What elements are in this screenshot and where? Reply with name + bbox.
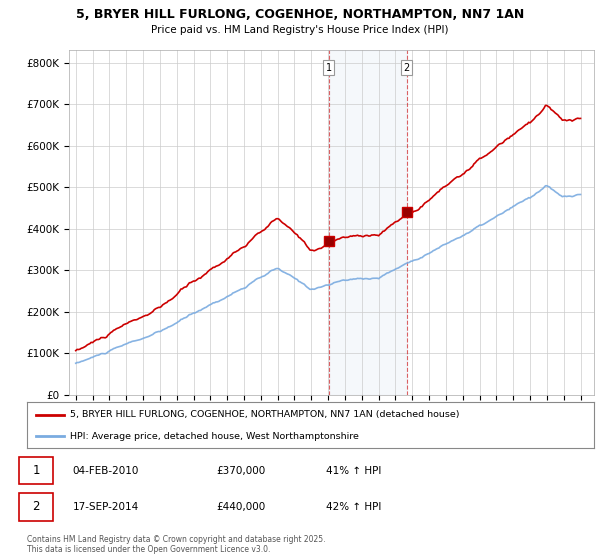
FancyBboxPatch shape bbox=[19, 457, 53, 484]
Text: HPI: Average price, detached house, West Northamptonshire: HPI: Average price, detached house, West… bbox=[70, 432, 358, 441]
Text: 5, BRYER HILL FURLONG, COGENHOE, NORTHAMPTON, NN7 1AN: 5, BRYER HILL FURLONG, COGENHOE, NORTHAM… bbox=[76, 8, 524, 21]
Text: 41% ↑ HPI: 41% ↑ HPI bbox=[326, 465, 381, 475]
Text: 5, BRYER HILL FURLONG, COGENHOE, NORTHAMPTON, NN7 1AN (detached house): 5, BRYER HILL FURLONG, COGENHOE, NORTHAM… bbox=[70, 410, 459, 419]
Bar bbox=[329, 50, 407, 395]
Text: 04-FEB-2010: 04-FEB-2010 bbox=[73, 465, 139, 475]
FancyBboxPatch shape bbox=[19, 493, 53, 520]
Text: Price paid vs. HM Land Registry's House Price Index (HPI): Price paid vs. HM Land Registry's House … bbox=[151, 25, 449, 35]
Text: 1: 1 bbox=[326, 63, 332, 73]
Text: 1: 1 bbox=[32, 464, 40, 477]
Text: 17-SEP-2014: 17-SEP-2014 bbox=[73, 502, 139, 512]
Text: 42% ↑ HPI: 42% ↑ HPI bbox=[326, 502, 381, 512]
Text: 2: 2 bbox=[403, 63, 410, 73]
Text: £440,000: £440,000 bbox=[217, 502, 266, 512]
Text: £370,000: £370,000 bbox=[217, 465, 266, 475]
Text: 2: 2 bbox=[32, 501, 40, 514]
Text: Contains HM Land Registry data © Crown copyright and database right 2025.
This d: Contains HM Land Registry data © Crown c… bbox=[27, 535, 325, 554]
